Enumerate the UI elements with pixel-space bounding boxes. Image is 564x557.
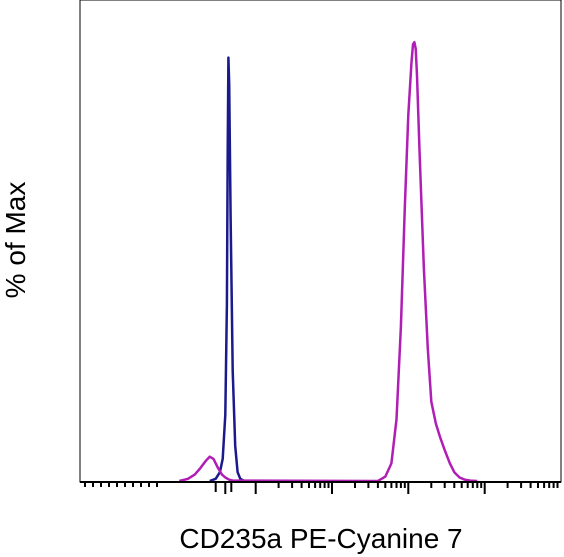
series-line-1 bbox=[209, 56, 249, 483]
series-line-2 bbox=[178, 40, 478, 483]
plot-frame bbox=[79, 0, 562, 483]
y-axis-label: % of Max bbox=[0, 182, 31, 299]
series-layer bbox=[178, 40, 478, 483]
x-axis-ticks bbox=[84, 482, 559, 494]
x-axis-label: CD235a PE-Cyanine 7 bbox=[179, 523, 462, 554]
